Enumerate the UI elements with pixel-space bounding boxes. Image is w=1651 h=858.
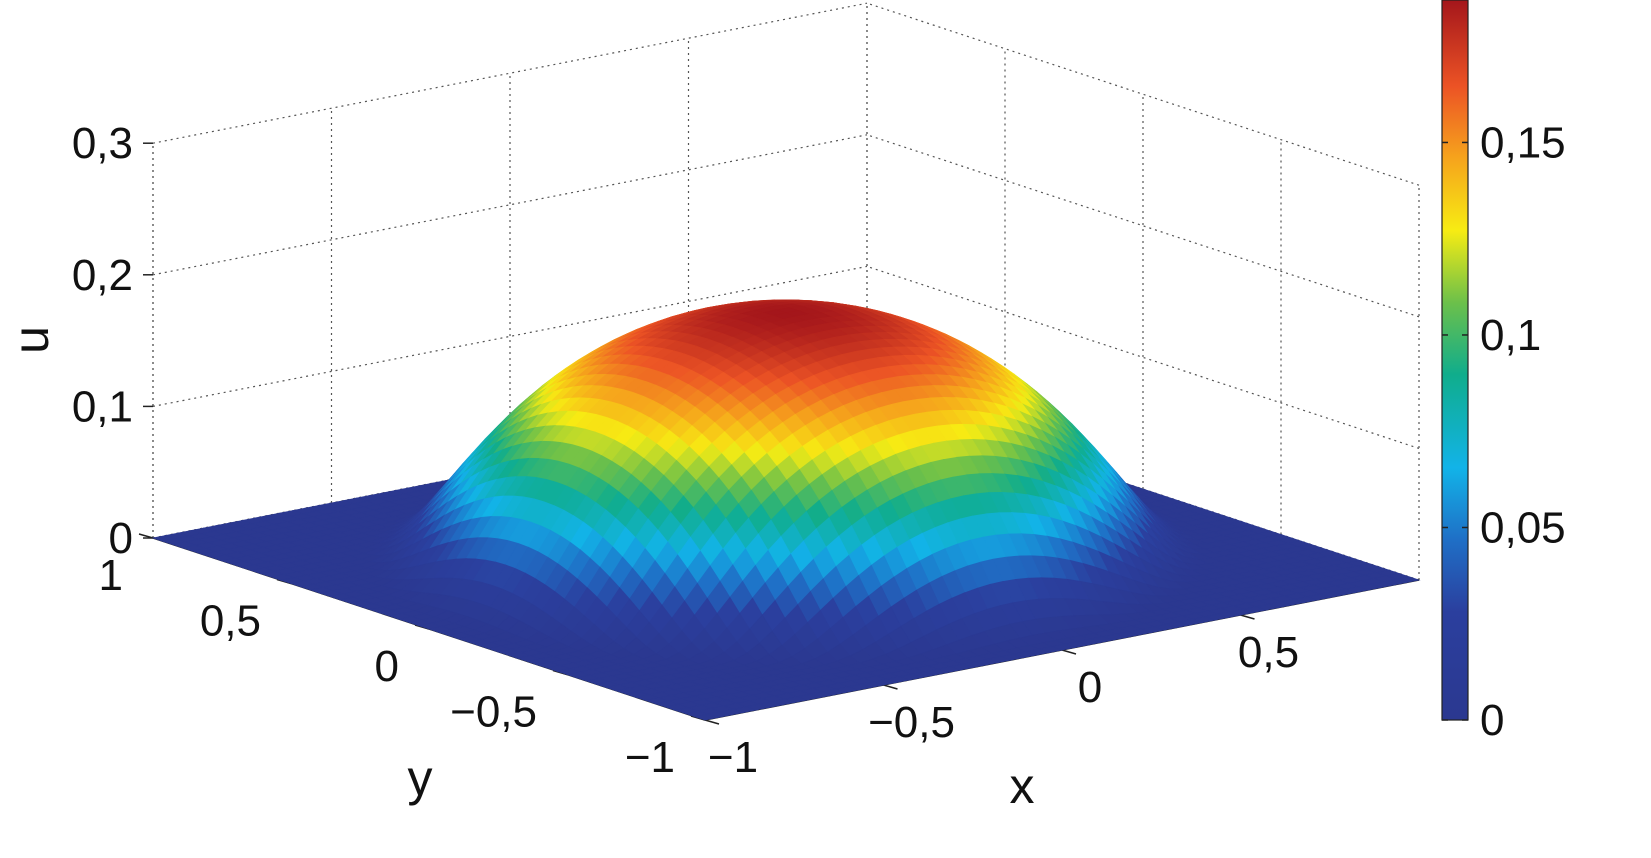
y-tick-label-1: −0,5 — [450, 688, 537, 737]
x-tick-label-1: −0,5 — [868, 698, 955, 747]
grid-line-side-z-1 — [866, 265, 1420, 449]
y-axis-label: y — [408, 750, 433, 806]
colorbar: 0 0,05 0,1 0,15 — [1441, 0, 1566, 745]
surface-patch — [693, 713, 720, 721]
grid-line-side-z-2 — [866, 134, 1420, 318]
colorbar-tick-label-0: 0 — [1480, 696, 1504, 745]
colorbar-tick-label-1: 0,05 — [1480, 503, 1566, 552]
colorbar-tick-label-2: 0,1 — [1480, 311, 1541, 360]
x-tick-label-3: 0,5 — [1238, 628, 1299, 677]
x-axis-label: x — [1010, 758, 1035, 814]
x-tick-3 — [1240, 614, 1255, 620]
x-tick-label-0: −1 — [708, 733, 758, 782]
colorbar-tick-label-3: 0,15 — [1480, 118, 1566, 167]
grid-line-side-z-3 — [866, 2, 1420, 186]
x-tick-1 — [883, 684, 898, 690]
x-tick-label-2: 0 — [1078, 663, 1102, 712]
colorbar-frame — [1441, 0, 1469, 721]
z-axis-label: u — [3, 326, 59, 354]
grid-line-back-z-3 — [152, 2, 868, 144]
colorbar-gradient — [1442, 0, 1468, 720]
x-tick-0 — [704, 719, 720, 725]
z-tick-label-3: 0,3 — [72, 119, 133, 168]
y-tick-label-4: 1 — [99, 551, 123, 600]
y-tick-label-2: 0 — [375, 642, 399, 691]
z-tick-label-2: 0,2 — [72, 251, 133, 300]
surface-layer — [151, 299, 1421, 721]
z-tick-label-1: 0,1 — [72, 382, 133, 431]
grid-line-back-z-2 — [152, 134, 868, 276]
z-tick-label-0: 0 — [109, 514, 133, 563]
y-tick-label-0: −1 — [625, 733, 675, 782]
grid-line-back-z-1 — [152, 265, 868, 407]
y-tick-label-3: 0,5 — [200, 597, 261, 646]
x-tick-2 — [1061, 649, 1077, 655]
